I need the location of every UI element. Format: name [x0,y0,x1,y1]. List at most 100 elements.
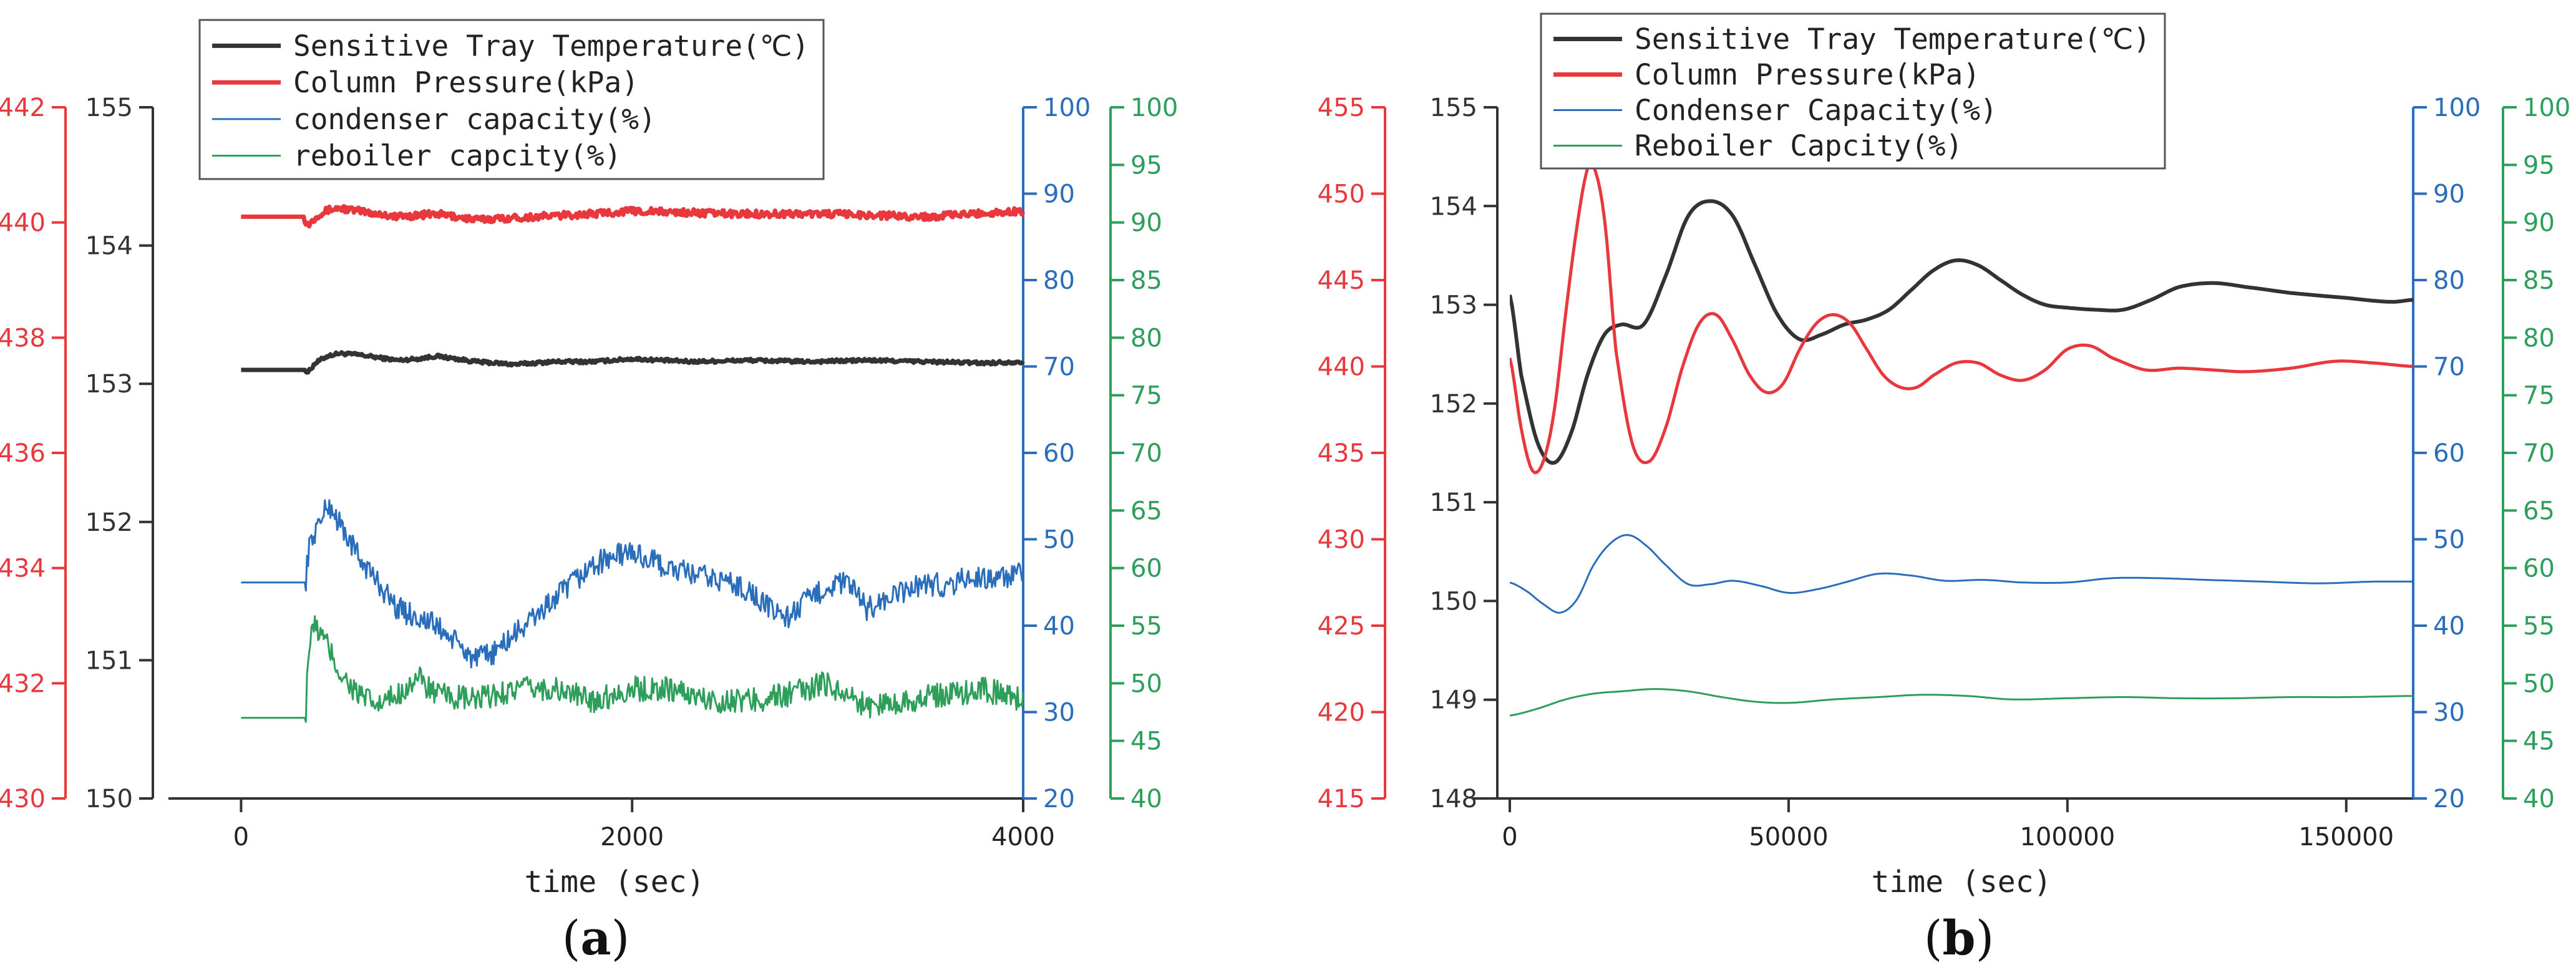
legend-label: Condenser Capacity(%) [1635,94,1998,127]
reboiler-tick-label: 55 [2523,612,2555,641]
reboiler-tick-label: 55 [1130,612,1162,641]
reboiler-tick-label: 60 [1130,555,1162,583]
series-line-temperature [240,350,1025,375]
temperature-tick-label: 155 [85,94,133,122]
chart-panel-a: 0 2000 4000 time (sec) 430 432 434 436 438 440 442… [0,19,1178,966]
condenser-tick-label: 40 [2433,612,2465,641]
pressure-tick-label: 440 [1318,353,1365,382]
series-line-pressure [1510,158,2414,475]
reboiler-tick-label: 45 [1130,727,1162,756]
pressure-tick-label: 438 [0,324,46,352]
reboiler-tick-label: 90 [1130,209,1162,238]
temperature-tick-label: 154 [85,232,133,261]
reboiler-tick-label: 95 [2523,151,2555,180]
reboiler-tick-label: 60 [2523,555,2555,583]
condenser-tick-label: 100 [2433,94,2481,122]
x-tick-label: 0 [1502,823,1517,851]
pressure-tick-label: 420 [1318,699,1365,727]
series-line-temperature [1510,199,2414,465]
reboiler-tick-label: 65 [2523,497,2555,525]
temperature-tick-label: 151 [1430,488,1477,517]
chart-panel-b: 0 50000 100000 150000 time (sec) 415 420 425 430… [1318,12,2570,966]
pressure-tick-label: 425 [1318,612,1365,641]
temperature-tick-label: 150 [1430,587,1477,616]
x-tick-label: 4000 [991,823,1055,851]
condenser-tick-label: 50 [1043,526,1075,555]
pressure-tick-label: 430 [1318,526,1365,555]
panel-label-letter: a [580,910,611,966]
condenser-tick-label: 30 [2433,699,2465,727]
reboiler-tick-label: 40 [1130,785,1162,813]
x-tick-label: 2000 [600,823,664,851]
reboiler-tick-label: 70 [1130,439,1162,468]
temperature-tick-label: 154 [1430,192,1477,221]
condenser-tick-label: 60 [1043,439,1075,468]
series-line-condenser [1510,534,2413,614]
temperature-tick-label: 148 [1430,785,1477,813]
temperature-tick-label: 149 [1430,686,1477,715]
panel-label-close: ) [611,910,630,966]
legend-box [198,19,825,180]
series-line-reboiler [241,615,1024,723]
reboiler-tick-label: 50 [1130,669,1162,698]
pressure-tick-label: 440 [0,209,46,238]
condenser-tick-label: 20 [1043,785,1075,813]
reboiler-tick-label: 75 [1130,382,1162,410]
temperature-tick-label: 153 [85,370,133,399]
pressure-tick-label: 436 [0,439,46,468]
legend-label: Sensitive Tray Temperature(℃) [293,29,809,62]
condenser-tick-label: 80 [1043,266,1075,295]
temperature-tick-label: 150 [85,785,133,813]
condenser-tick-label: 20 [2433,785,2465,813]
reboiler-tick-label: 80 [1130,324,1162,352]
x-tick-label: 150000 [2298,823,2394,851]
x-tick-label: 0 [233,823,249,851]
panel-label: (a) [562,910,630,966]
legend-box [1540,12,2166,170]
condenser-tick-label: 60 [2433,439,2465,468]
temperature-tick-label: 153 [1430,291,1477,320]
legend-label: Sensitive Tray Temperature(℃) [1635,22,2151,56]
pressure-tick-label: 450 [1318,180,1365,209]
temperature-tick-label: 155 [1430,94,1477,122]
reboiler-tick-label: 45 [2523,727,2555,756]
reboiler-tick-label: 85 [1130,266,1162,295]
reboiler-tick-label: 70 [2523,439,2555,468]
condenser-tick-label: 90 [2433,180,2465,209]
condenser-tick-label: 100 [1043,94,1091,122]
series-line-condenser [241,499,1024,669]
series-line-reboiler [1510,688,2414,717]
condenser-tick-label: 80 [2433,266,2465,295]
reboiler-tick-label: 40 [2523,785,2555,813]
pressure-tick-label: 430 [0,785,46,813]
pressure-tick-label: 432 [0,669,46,698]
x-axis-label: time (sec) [525,865,705,900]
reboiler-tick-label: 50 [2523,669,2555,698]
legend-label: Column Pressure(kPa) [293,65,639,99]
series-line-pressure [240,204,1026,229]
pressure-tick-label: 442 [0,94,46,122]
panel-label-open: ( [1924,910,1943,966]
panel-label: (b) [1924,910,1994,966]
pressure-tick-label: 445 [1318,266,1365,295]
reboiler-tick-label: 100 [2523,94,2570,122]
temperature-tick-label: 152 [85,508,133,537]
x-tick-label: 100000 [2019,823,2115,851]
condenser-tick-label: 30 [1043,699,1075,727]
condenser-tick-label: 70 [1043,353,1075,382]
legend-label: condenser capacity(%) [293,102,656,136]
pressure-tick-label: 415 [1318,785,1365,813]
reboiler-tick-label: 75 [2523,382,2555,410]
x-tick-label: 50000 [1749,823,1828,851]
pressure-tick-label: 435 [1318,439,1365,468]
legend-label: Column Pressure(kPa) [1635,58,1980,92]
pressure-tick-label: 434 [0,555,46,583]
temperature-tick-label: 152 [1430,390,1477,419]
pressure-tick-label: 455 [1318,94,1365,122]
reboiler-tick-label: 95 [1130,151,1162,180]
legend: Sensitive Tray Temperature(℃)Column Pres… [1540,12,2166,170]
panel-label-open: ( [562,910,581,966]
legend-label: Reboiler Capcity(%) [1635,129,1963,163]
condenser-tick-label: 40 [1043,612,1075,641]
